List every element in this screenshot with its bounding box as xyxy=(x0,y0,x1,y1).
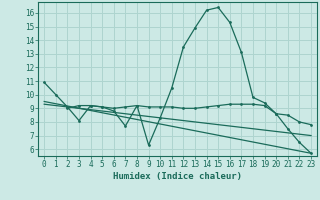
X-axis label: Humidex (Indice chaleur): Humidex (Indice chaleur) xyxy=(113,172,242,181)
